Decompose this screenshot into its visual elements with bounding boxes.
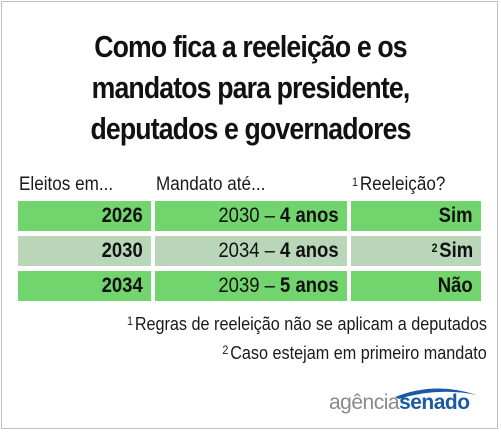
header-reelection: 1Reeleição?: [352, 174, 445, 196]
footnote-marker: 2: [222, 343, 229, 357]
table-row-2-year: 2030: [18, 236, 151, 266]
table-row-2-term: 2034 – 4 anos: [155, 236, 347, 266]
footnote-marker: 1: [127, 314, 134, 328]
table-row-1-term: 2030 – 4 anos: [155, 201, 347, 231]
footnote-2-text: Caso estejam em primeiro mandato: [230, 343, 487, 363]
table-row-1-year: 2026: [18, 201, 151, 231]
header-reelection-label: Reeleição?: [359, 174, 446, 195]
title-line-2: mandatos para presidente,: [91, 70, 411, 105]
footnote-marker: 2: [431, 241, 438, 255]
header-elected-in: Eleitos em...: [19, 174, 114, 195]
table-row-3-year: 2034: [18, 271, 151, 301]
table-row-2-reelection: 2Sim: [351, 236, 481, 266]
logo-swoosh-icon: [395, 388, 477, 399]
logo-text-agencia: agência: [329, 391, 400, 414]
table-row-3-reelection: Não: [351, 271, 481, 301]
logo-text: agênciasenado: [329, 391, 470, 415]
table-row-1-reelection: Sim: [351, 201, 481, 231]
logo-text-senado: senado: [399, 391, 470, 414]
header-term-until: Mandato até...: [156, 174, 266, 195]
agencia-senado-logo: agênciasenado: [325, 383, 485, 423]
footnote-2: 2 Caso estejam em primeiro mandato: [223, 342, 487, 364]
title-line-3: deputados e governadores: [90, 111, 411, 146]
page-title: Como fica a reeleição e os mandatos para…: [35, 26, 466, 149]
footnote-marker: 1: [352, 175, 359, 189]
table-row-3-term: 2039 – 5 anos: [155, 271, 347, 301]
footnote-1-text: Regras de reeleição não se aplicam a dep…: [134, 314, 487, 334]
title-line-1: Como fica a reeleição e os: [94, 29, 407, 64]
footnote-1: 1 Regras de reeleição não se aplicam a de…: [127, 313, 487, 335]
